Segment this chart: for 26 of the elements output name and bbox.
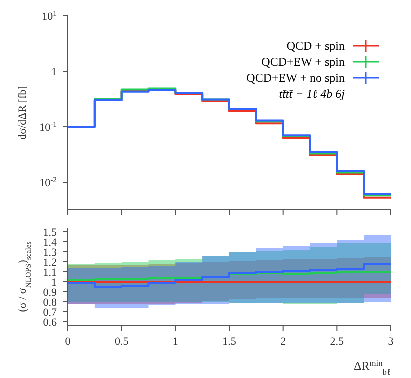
y-tick-label: 1 (52, 66, 57, 79)
x-tick-label: 1.5 (222, 336, 237, 348)
x-tick-label: 2.5 (330, 336, 345, 348)
y-tick-label: 1.2 (43, 257, 57, 269)
x-tick-label: 0.5 (114, 336, 130, 348)
y-tick-label: 0.9 (43, 287, 58, 299)
legend-label: QCD+EW + no spin (246, 70, 345, 86)
y-tick-label: 0.6 (43, 317, 58, 329)
y-tick-label: 1.1 (43, 267, 57, 279)
annotation: tt̄tt̄ − 1ℓ 4b 6j (278, 86, 345, 102)
y-tick-label: 0.7 (43, 307, 58, 319)
x-tick-label: 0 (65, 336, 72, 348)
y-axis-title: dσ/dΔR [fb] (17, 86, 29, 140)
x-tick-label: 3 (388, 336, 394, 348)
y-tick-label: 1.5 (43, 227, 58, 239)
y-tick-label: 10$^{-1}$ (40, 120, 58, 134)
legend-label: QCD + spin (286, 38, 345, 54)
legend-label: QCD+EW + spin (262, 54, 345, 70)
x-tick-label: 1 (172, 336, 178, 348)
y-tick-label: 10$^{1}$ (42, 8, 58, 23)
y-tick-label: 10$^{-2}$ (40, 175, 58, 190)
x-tick-label: 2 (280, 336, 286, 348)
y-tick-label: 1 (52, 277, 57, 289)
y-tick-label: 1.3 (43, 247, 58, 259)
y-tick-label: 0.8 (43, 297, 58, 309)
y-tick-label: 1.4 (43, 237, 58, 249)
